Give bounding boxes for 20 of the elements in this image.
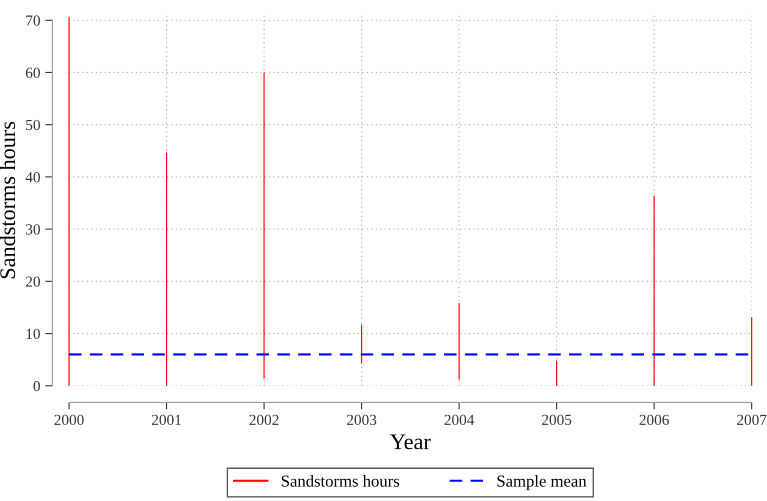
x-tick-label: 2003 xyxy=(346,414,376,425)
x-tick-label: 2002 xyxy=(249,414,278,425)
legend-label: Sample mean xyxy=(497,475,586,490)
legend-label: Sandstorms hours xyxy=(282,475,400,487)
x-tick-label: 2006 xyxy=(640,414,669,425)
y-tick-label: 0 xyxy=(34,380,40,392)
x-tick-label: 2004 xyxy=(444,414,474,425)
x-tick-label: 2001 xyxy=(152,414,181,425)
y-tick-label: 60 xyxy=(26,68,40,78)
x-tick-label: 2000 xyxy=(54,414,84,425)
y-tick-label: 70 xyxy=(26,15,40,26)
x-axis-title: Year xyxy=(390,434,431,450)
y-tick-label: 50 xyxy=(26,120,40,130)
y-tick-label: 30 xyxy=(26,224,40,235)
y-tick-label: 20 xyxy=(26,276,40,287)
x-tick-label: 2007 xyxy=(737,414,766,425)
y-tick-label: 40 xyxy=(26,172,40,182)
y-tick-label: 10 xyxy=(26,328,40,340)
x-tick-label: 2005 xyxy=(542,414,572,425)
y-axis-title: Sandstorms hours xyxy=(0,122,16,278)
